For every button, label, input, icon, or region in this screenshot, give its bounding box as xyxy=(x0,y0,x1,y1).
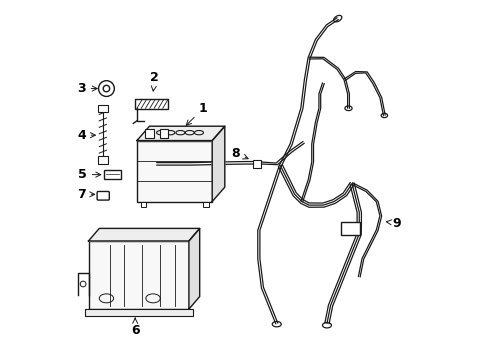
Text: 8: 8 xyxy=(231,147,247,159)
Text: 4: 4 xyxy=(77,129,95,142)
FancyBboxPatch shape xyxy=(97,192,109,200)
Polygon shape xyxy=(188,228,199,309)
Bar xyxy=(159,129,168,138)
Text: 9: 9 xyxy=(386,216,400,230)
FancyBboxPatch shape xyxy=(253,160,261,168)
Text: 5: 5 xyxy=(78,168,101,181)
FancyBboxPatch shape xyxy=(98,156,107,163)
FancyBboxPatch shape xyxy=(98,105,107,112)
Bar xyxy=(140,202,145,207)
Text: 3: 3 xyxy=(77,82,97,95)
Bar xyxy=(203,202,208,207)
Text: 2: 2 xyxy=(150,71,159,91)
Bar xyxy=(85,309,192,316)
FancyBboxPatch shape xyxy=(104,170,121,179)
Bar xyxy=(137,140,212,202)
Text: 7: 7 xyxy=(77,188,95,201)
Bar xyxy=(88,241,188,309)
Polygon shape xyxy=(212,126,224,202)
Polygon shape xyxy=(137,126,224,140)
Bar xyxy=(145,129,154,138)
FancyBboxPatch shape xyxy=(135,99,167,109)
Text: 1: 1 xyxy=(186,102,207,125)
Polygon shape xyxy=(88,228,199,241)
FancyBboxPatch shape xyxy=(340,222,359,234)
Text: 6: 6 xyxy=(131,318,139,337)
